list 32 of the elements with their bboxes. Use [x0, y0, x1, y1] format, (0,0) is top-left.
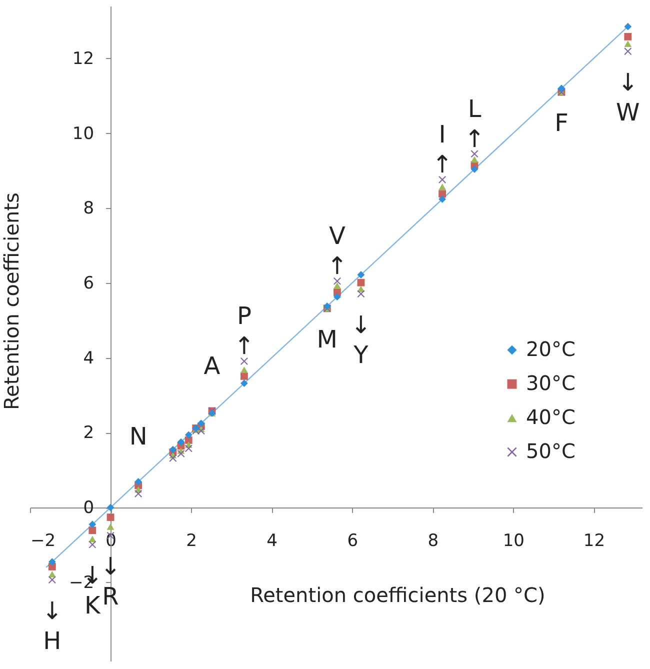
y-tick-label: 4 [83, 348, 94, 368]
annotation: M [316, 325, 338, 354]
x-tick-label: 10 [502, 531, 524, 552]
y-tick-label: 10 [72, 124, 94, 144]
annotation: F [554, 109, 568, 138]
legend-label: 40°C [526, 405, 576, 430]
annotation: ↓ R [100, 552, 121, 611]
annotation: I ↑ [432, 120, 452, 179]
legend-label: 50°C [526, 439, 576, 464]
annotation: ↓ Y [350, 310, 372, 369]
y-tick-label: 8 [83, 198, 94, 219]
annotation: P ↑ [234, 302, 254, 360]
x-axis-title: Retention coefficients (20 °C) [250, 583, 546, 608]
y-tick-label: 12 [72, 48, 94, 69]
annotation: N [129, 422, 148, 451]
legend-label: 30°C [526, 371, 576, 396]
y-tick-label: 6 [83, 273, 94, 294]
x-tick-label: 2 [186, 531, 197, 552]
annotation: ↓ W [616, 68, 640, 126]
x-tick-label: 4 [266, 531, 278, 552]
annotation: V ↑ [327, 222, 348, 280]
y-tick-label: 2 [83, 423, 94, 444]
x-tick-label: 8 [428, 531, 439, 552]
y-tick-label: 0 [83, 498, 94, 518]
annotation: ↓ H [42, 596, 62, 655]
x-tick-label: 6 [347, 531, 358, 552]
annotation: A [204, 352, 221, 380]
annotation: L ↑ [464, 94, 485, 153]
x-tick-label: 12 [583, 531, 606, 552]
legend-label: 20°C [526, 337, 576, 362]
y-axis-title: Retention coefficients [0, 192, 24, 410]
x-tick-label: −2 [30, 531, 56, 552]
